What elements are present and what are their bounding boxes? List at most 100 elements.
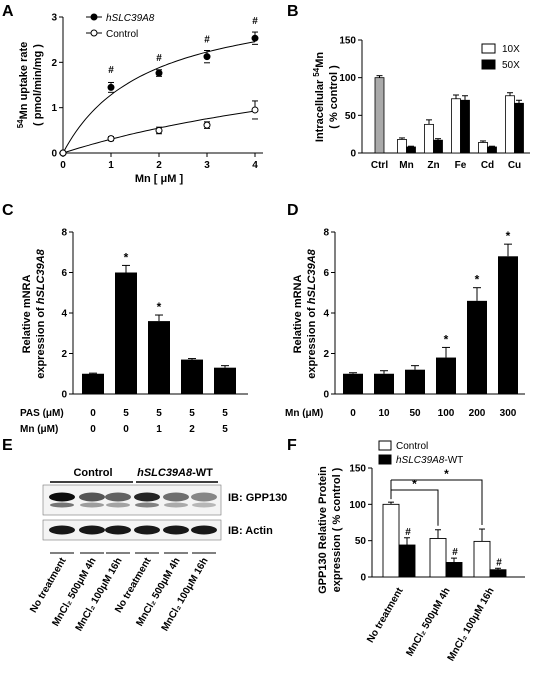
y-tick-label: 150 [339, 36, 356, 47]
panel-letter-c: C [2, 202, 14, 219]
bar-control [382, 503, 400, 578]
x-tick-label: 50 [409, 408, 421, 419]
y-axis-title: 54Mn uptake rate [16, 42, 30, 129]
bar [405, 369, 425, 394]
y-axis-title-2: expression of hSLC39A8 [35, 248, 47, 378]
y-tick-label: 0 [323, 390, 329, 401]
y-axis-title: GPP130 Relative Protein [317, 466, 329, 594]
bar-50x [487, 146, 497, 154]
x-tick-label: 2 [156, 160, 162, 171]
y-tick-label: 2 [51, 58, 57, 69]
y-tick-label: 150 [349, 464, 366, 475]
panel-letter-e: E [2, 437, 13, 454]
panel-letter-d: D [287, 202, 299, 219]
x-tick-label: 100 [438, 408, 455, 419]
legend-swatch-10x [481, 43, 496, 54]
mn-value: 5 [222, 424, 228, 435]
y-tick-label: 6 [323, 268, 329, 279]
y-tick-label: 0 [61, 390, 67, 401]
band-gpp130-upper [49, 492, 75, 502]
band-gpp130-lower [50, 502, 74, 508]
x-tick-label: Mn [399, 160, 413, 171]
y-tick-label: 4 [323, 309, 329, 320]
bar [214, 367, 236, 394]
significance-star: * [506, 229, 511, 243]
band-gpp130-lower [80, 502, 104, 508]
bar [148, 321, 170, 394]
panel-d-bar-chart: 0 2 4 6 8 Relative mRNA expression of hSLC39A8… [285, 228, 525, 419]
bar-10x [505, 95, 515, 154]
bar-control [374, 77, 385, 154]
x-axis-title: Mn [ μM ] [135, 173, 184, 185]
significance-hash: # [452, 547, 458, 558]
y-tick-label: 4 [61, 309, 67, 320]
x-tick-label: Ctrl [371, 160, 388, 171]
y-tick-label: 0 [360, 573, 366, 584]
band-actin [163, 525, 189, 535]
data-point-hslc39a8 [155, 69, 163, 77]
pas-value: 5 [156, 408, 162, 419]
mn-value: 1 [156, 424, 162, 435]
bar [82, 373, 104, 394]
data-point-hslc39a8 [203, 53, 211, 61]
x-tick-label: Cd [481, 160, 494, 171]
x-tick-label: MnCl₂ 100μM 16h [446, 586, 497, 663]
y-axis-unit: ( pmol/min/mg ) [32, 44, 44, 126]
panel-f-bar-chart: 0 50 100 150 GPP130 Relative Protein expressi… [317, 440, 525, 663]
significance-bracket [391, 479, 483, 526]
bar-50x [433, 139, 443, 154]
band-gpp130-lower [192, 502, 216, 508]
band-actin [49, 525, 75, 535]
y-tick-label: 2 [61, 349, 67, 360]
significance-hash: # [405, 527, 411, 538]
significance-hash: # [108, 65, 114, 76]
bar-50x [460, 99, 470, 154]
bar [436, 357, 456, 394]
row-label-mn: Mn (μM) [285, 408, 323, 419]
band-gpp130-upper [163, 492, 189, 502]
row-label-pas: PAS (μM) [20, 408, 64, 419]
y-tick-label: 2 [323, 349, 329, 360]
band-gpp130-upper [79, 492, 105, 502]
y-axis-unit: ( % control ) [328, 65, 340, 129]
y-tick-label: 8 [61, 228, 67, 239]
y-tick-label: 50 [355, 536, 367, 547]
bar-10x [424, 123, 434, 154]
y-tick-label: 8 [323, 228, 329, 239]
significance-star: * [444, 467, 449, 481]
y-tick-label: 1 [51, 103, 57, 114]
x-tick-label: 300 [500, 408, 517, 419]
bar-hslc39a8 [398, 544, 416, 578]
bar-hslc39a8 [445, 562, 463, 578]
y-axis-title: Relative mNRA [21, 275, 33, 354]
y-tick-label: 6 [61, 268, 67, 279]
legend-label-hslc39a8: hSLC39A8-WT [396, 455, 463, 466]
bar [115, 272, 137, 394]
legend-label-control: Control [396, 441, 428, 452]
bar [181, 359, 203, 394]
data-point-control [59, 149, 67, 157]
significance-hash: # [252, 16, 258, 27]
legend-label-50x: 50X [502, 60, 520, 71]
x-tick-label: 4 [252, 160, 258, 171]
legend-swatch-50x [481, 59, 496, 70]
significance-bracket [390, 489, 439, 526]
band-gpp130-lower [106, 502, 130, 508]
band-gpp130-upper [134, 492, 160, 502]
band-gpp130-lower [135, 502, 159, 508]
y-tick-label: 100 [349, 500, 366, 511]
panel-a-line-chart: 0 1 2 3 0 1 2 3 4 Mn [ μM ] 54Mn uptake rate( pmol… [16, 13, 263, 185]
bar [343, 373, 363, 394]
data-point-control [203, 121, 211, 129]
legend-marker-control [90, 29, 98, 37]
bar-control [429, 538, 447, 578]
blot-label-gpp130: IB: GPP130 [228, 492, 287, 504]
data-point-hslc39a8 [251, 34, 259, 42]
band-actin [134, 525, 160, 535]
mn-value: 0 [90, 424, 96, 435]
x-tick-label: 1 [108, 160, 114, 171]
y-tick-label: 100 [339, 73, 356, 84]
panel-c-bar-chart: 0 2 4 6 8 Relative mNRA expression of hSLC39A8… [20, 228, 248, 435]
pas-value: 5 [222, 408, 228, 419]
x-tick-label: 0 [60, 160, 66, 171]
